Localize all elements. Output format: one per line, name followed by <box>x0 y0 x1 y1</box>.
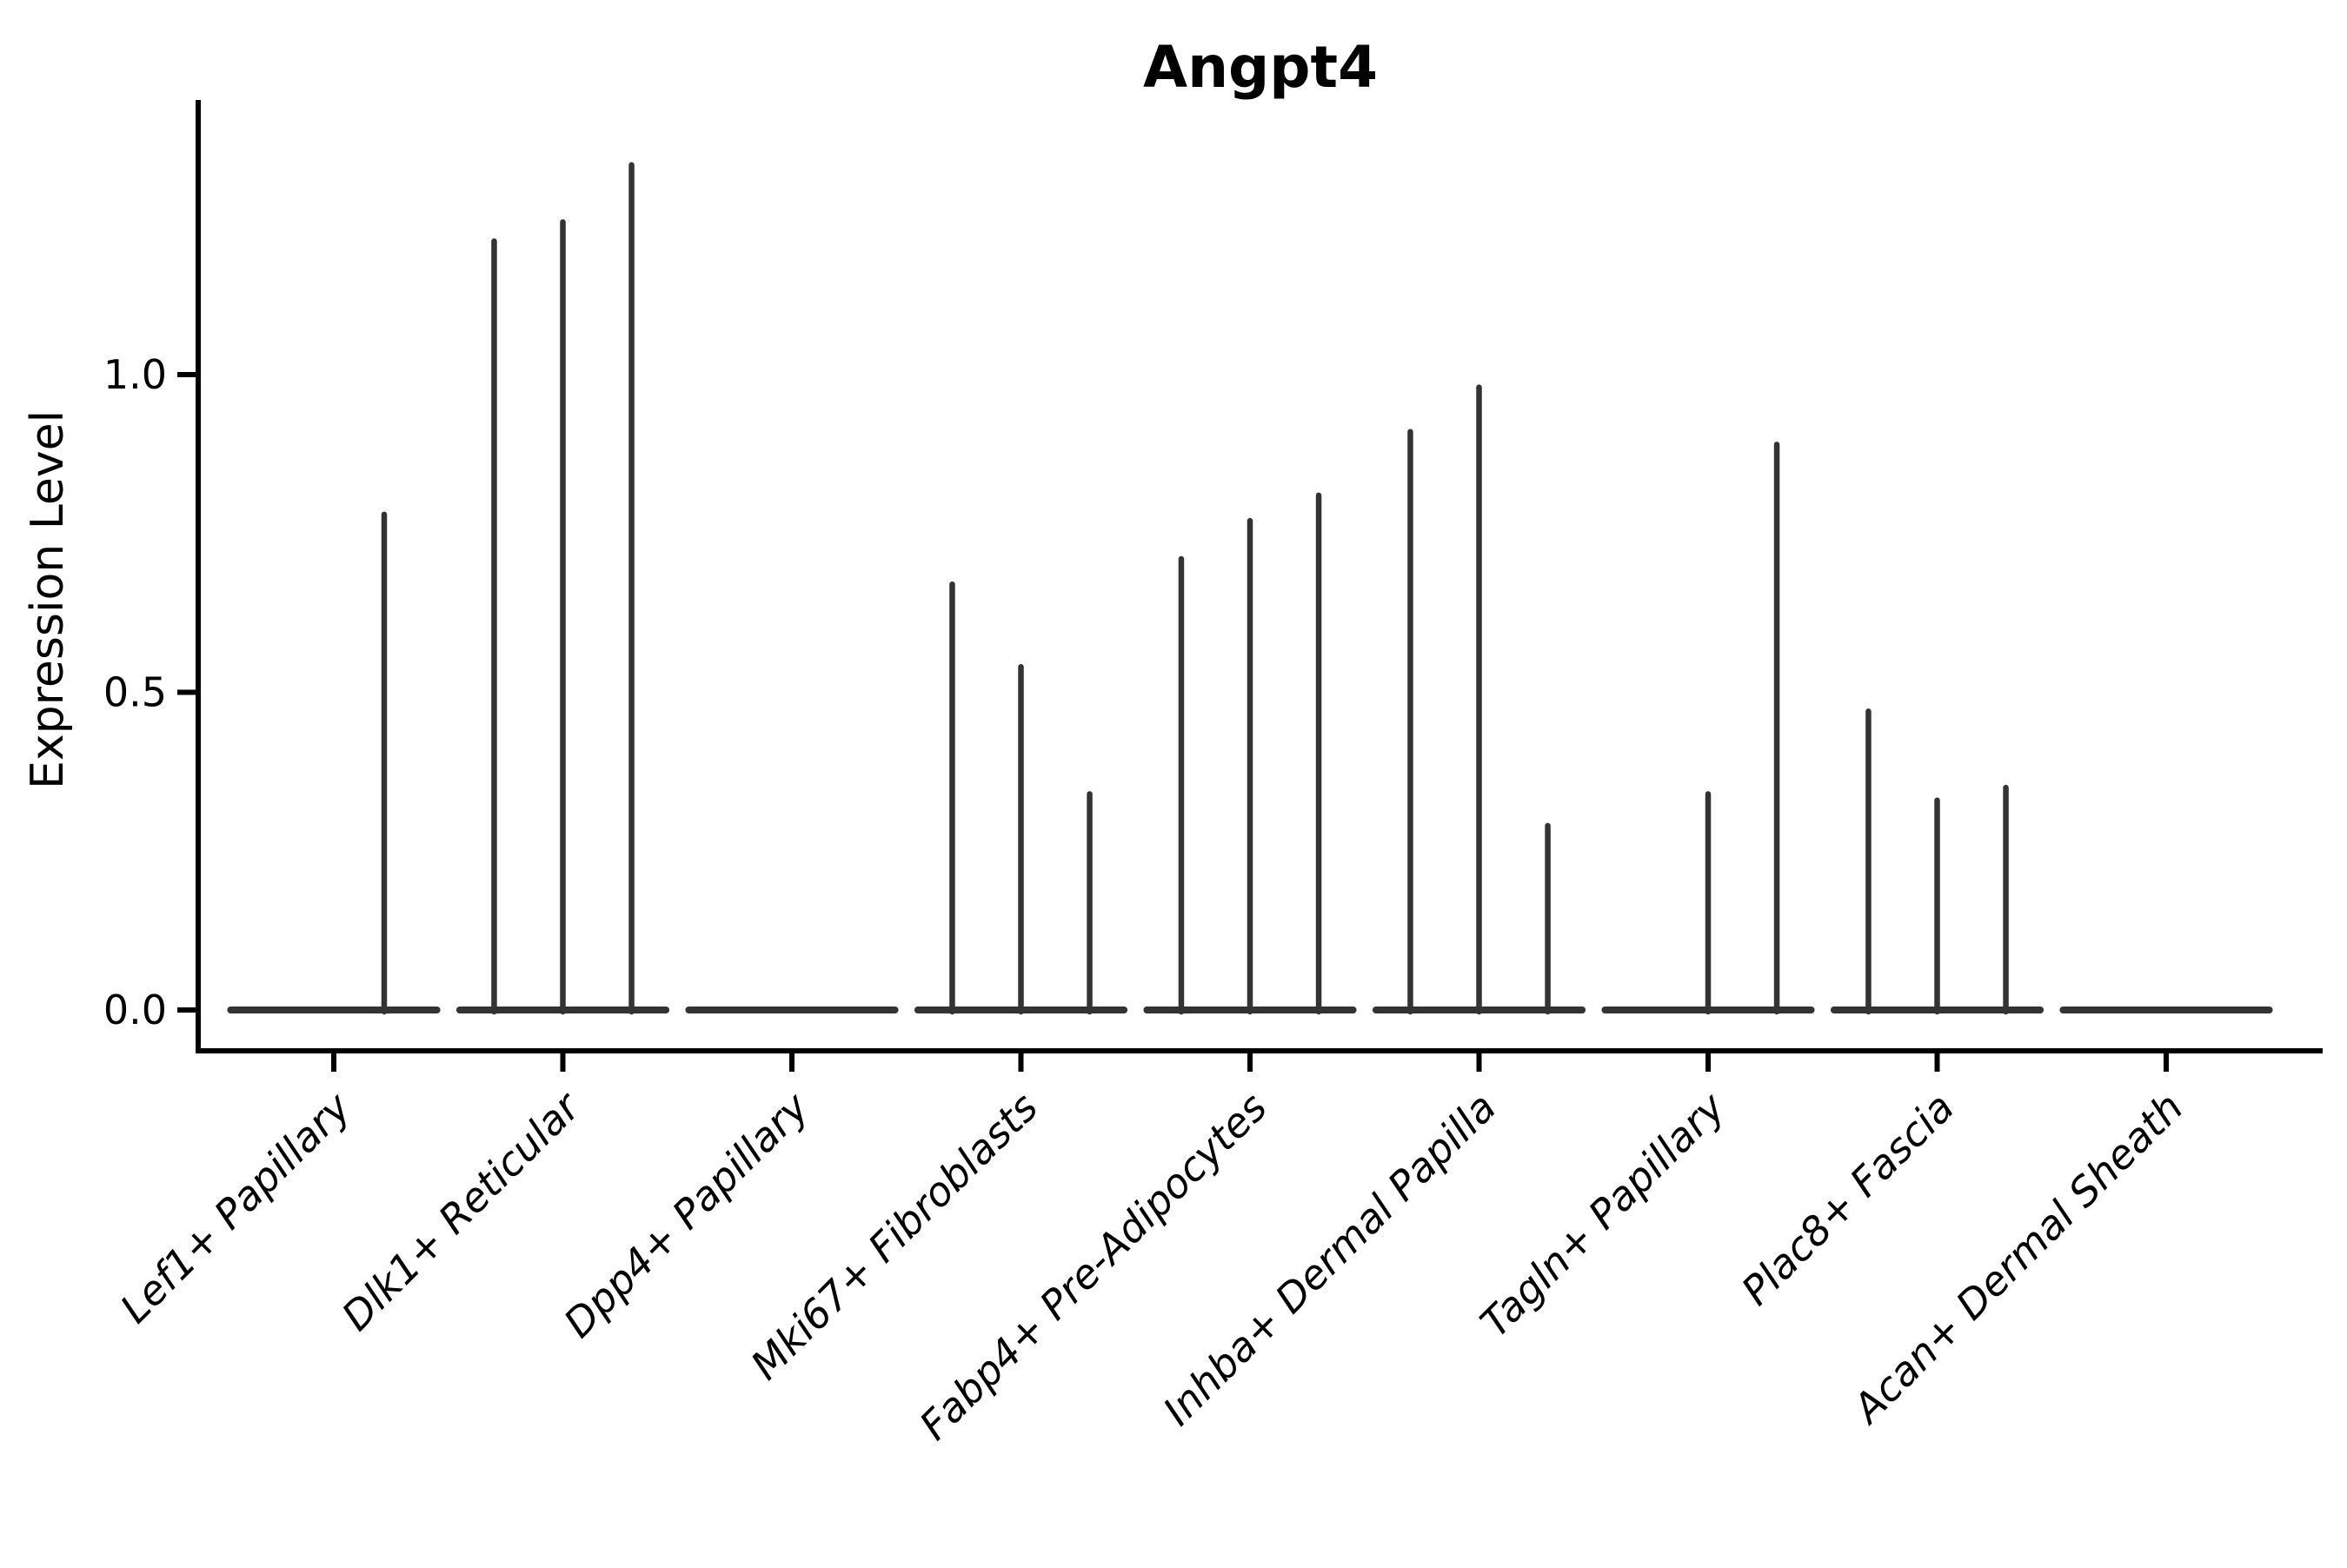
x-tick-label: Dpp4+ Papillary <box>555 1083 818 1346</box>
y-tick-label: 0.5 <box>103 669 167 716</box>
x-tick-label: Lef1+ Papillary <box>111 1083 360 1332</box>
y-axis-label: Expression Level <box>22 410 74 789</box>
x-tick-label: Plac8+ Fascia <box>1732 1084 1963 1314</box>
violin-group <box>1601 442 1815 1015</box>
chart-title: Angpt4 <box>1143 34 1378 101</box>
violin-layer <box>227 162 2273 1015</box>
y-tick-label: 1.0 <box>103 351 167 398</box>
violin-group <box>1830 708 2044 1015</box>
x-tick-label: Dlk1+ Reticular <box>333 1081 591 1339</box>
y-tick-label: 0.0 <box>103 987 167 1033</box>
violin-group <box>914 581 1128 1015</box>
violin-group <box>1372 384 1586 1015</box>
violin-group <box>227 511 441 1015</box>
violin-group <box>455 162 670 1015</box>
violin-group <box>1143 492 1357 1015</box>
x-tick-label: Tagln+ Papillary <box>1471 1083 1734 1346</box>
